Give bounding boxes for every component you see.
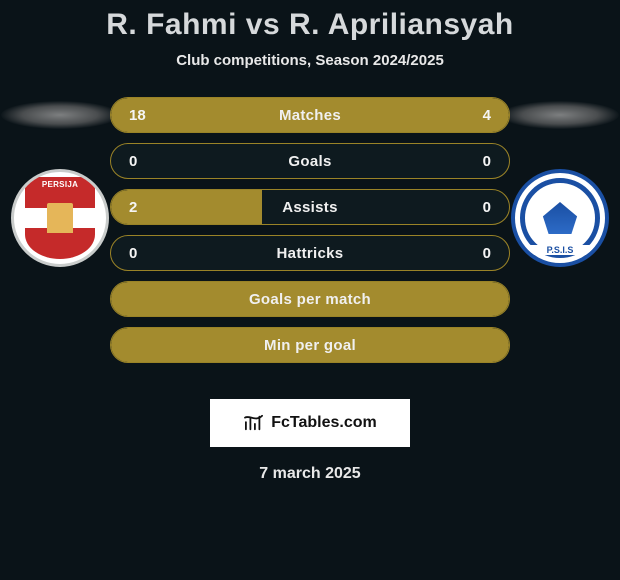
persija-crest <box>25 177 95 259</box>
stat-row: 0 0Hattricks <box>110 235 510 271</box>
brand-badge: FcTables.com <box>210 399 410 447</box>
comparison-area: 184Matches00Goals20Assists00HattricksGoa… <box>0 97 620 387</box>
brand-text: FcTables.com <box>271 414 377 432</box>
stat-value-right: 0 <box>483 245 491 262</box>
date-line: 7 march 2025 <box>0 465 620 483</box>
stat-bar-left <box>111 190 262 224</box>
player-left-column <box>0 97 120 267</box>
stats-rows-container: 184Matches00Goals20Assists00HattricksGoa… <box>110 97 510 373</box>
stat-value-left: 0 <box>129 245 137 262</box>
stat-row: 184Matches <box>110 97 510 133</box>
stat-bar-right <box>398 98 509 132</box>
stat-value-right: 0 <box>483 153 491 170</box>
player-right-column <box>500 97 620 267</box>
player-right-silhouette-shadow <box>501 101 619 129</box>
player-left-silhouette-shadow <box>1 101 119 129</box>
stat-value-right: 0 <box>483 199 491 216</box>
stat-label: Goals <box>111 153 509 170</box>
stat-row: 20Assists <box>110 189 510 225</box>
fctables-logo-icon <box>243 414 265 432</box>
persija-monument-icon <box>47 203 73 233</box>
stat-value-left: 0 <box>129 153 137 170</box>
club-badge-right <box>511 169 609 267</box>
stat-bar-full <box>111 328 509 362</box>
page-title: R. Fahmi vs R. Apriliansyah <box>0 0 620 42</box>
psis-monument-icon <box>541 202 579 234</box>
stat-label: Hattricks <box>111 245 509 262</box>
stat-row: Goals per match <box>110 281 510 317</box>
club-badge-left <box>11 169 109 267</box>
subtitle: Club competitions, Season 2024/2025 <box>0 52 620 69</box>
stat-bar-full <box>111 282 509 316</box>
stat-row: 0 0Goals <box>110 143 510 179</box>
stat-row: Min per goal <box>110 327 510 363</box>
psis-crest <box>520 178 600 258</box>
stat-bar-left <box>111 98 398 132</box>
